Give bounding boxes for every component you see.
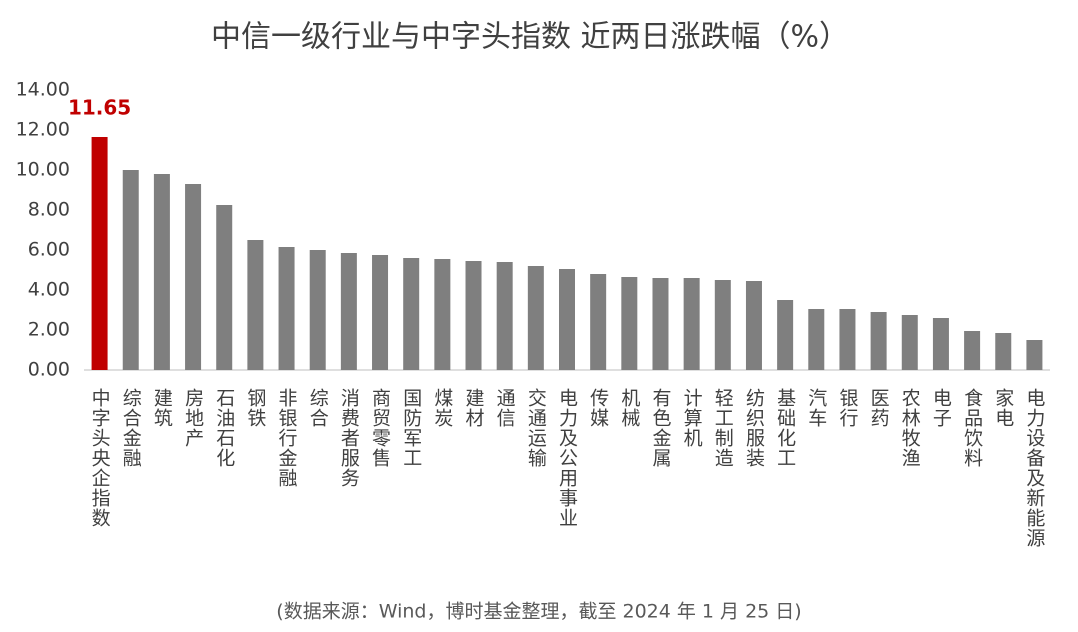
bar — [745, 281, 762, 370]
bar — [278, 247, 295, 370]
x-tick-label: 煤炭 — [431, 388, 453, 428]
x-tick-label: 农林牧渔 — [899, 388, 921, 468]
bar — [372, 255, 389, 370]
x-tick-label: 中字头央企指数 — [89, 388, 111, 528]
bar — [91, 137, 108, 370]
x-tick-label: 电子 — [930, 388, 952, 428]
y-tick-label: 6.00 — [28, 239, 70, 261]
x-tick-label: 商贸零售 — [369, 388, 391, 468]
x-tick-label: 综合 — [307, 388, 329, 428]
x-tick-label: 建筑 — [151, 388, 173, 428]
bar — [527, 266, 544, 370]
bar — [247, 240, 264, 370]
bar — [777, 300, 794, 370]
bar — [153, 174, 170, 370]
y-tick-label: 4.00 — [28, 279, 70, 301]
x-tick-label: 综合金融 — [120, 388, 142, 468]
bar — [590, 274, 607, 370]
bar — [122, 170, 139, 370]
value-label: 11.65 — [68, 96, 131, 120]
x-tick-label: 石油石化 — [213, 388, 235, 468]
bar — [683, 278, 700, 370]
bar — [901, 315, 918, 370]
x-tick-label: 纺织服装 — [743, 388, 765, 468]
x-tick-label: 房地产 — [182, 388, 204, 448]
bar — [808, 309, 825, 370]
bar — [652, 278, 669, 370]
bar — [185, 184, 202, 370]
bar — [621, 277, 638, 370]
x-tick-label: 建材 — [463, 388, 485, 428]
chart-title: 中信一级行业与中字头指数 近两日涨跌幅（%） — [211, 20, 849, 55]
y-tick-label: 14.00 — [16, 79, 70, 101]
x-tick-label: 汽车 — [805, 388, 827, 428]
x-tick-label: 传媒 — [587, 388, 609, 428]
x-tick-label: 家电 — [992, 388, 1014, 428]
x-tick-label: 电力及公用事业 — [556, 388, 578, 528]
bar — [434, 259, 451, 370]
bar — [559, 269, 575, 370]
x-tick-label: 医药 — [868, 388, 890, 428]
bar — [216, 205, 233, 370]
bar — [403, 258, 420, 370]
bar — [964, 331, 981, 370]
x-tick-label: 轻工制造 — [712, 388, 734, 468]
source-note: (数据来源：Wind，博时基金整理，截至 2024 年 1 月 25 日) — [276, 601, 801, 623]
y-tick-label: 12.00 — [16, 119, 70, 141]
x-tick-label: 计算机 — [681, 388, 703, 448]
x-tick-label: 基础化工 — [774, 388, 796, 468]
y-tick-label: 2.00 — [28, 319, 70, 341]
x-tick-label: 通信 — [494, 388, 516, 428]
x-tick-label: 消费者服务 — [338, 388, 360, 488]
x-tick-label: 国防军工 — [400, 388, 422, 468]
bar — [309, 250, 326, 370]
x-tick-label: 非银行金融 — [276, 388, 298, 488]
x-tick-label: 银行 — [836, 388, 858, 428]
bar — [1026, 340, 1043, 370]
x-tick-label: 有色金属 — [649, 388, 671, 468]
x-tick-label: 电力设备及新能源 — [1023, 388, 1045, 548]
x-tick-label: 钢铁 — [244, 388, 266, 428]
bar — [465, 261, 482, 370]
x-tick-label: 机械 — [618, 388, 640, 428]
bar — [340, 253, 357, 370]
y-tick-label: 0.00 — [28, 359, 70, 381]
bar — [714, 280, 731, 370]
x-tick-label: 交通运输 — [525, 388, 547, 468]
y-tick-label: 8.00 — [28, 199, 70, 221]
bar — [839, 309, 856, 370]
y-tick-label: 10.00 — [16, 159, 70, 181]
x-tick-label: 食品饮料 — [961, 388, 983, 468]
bar — [496, 262, 513, 370]
bar — [995, 333, 1012, 370]
bar — [932, 318, 949, 370]
bar — [870, 312, 887, 370]
